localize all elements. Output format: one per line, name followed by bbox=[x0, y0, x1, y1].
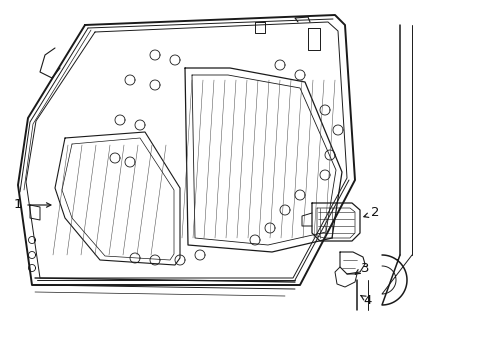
Text: 2: 2 bbox=[363, 207, 379, 220]
Text: 4: 4 bbox=[360, 293, 371, 306]
Text: 1: 1 bbox=[14, 198, 51, 211]
Text: 3: 3 bbox=[355, 261, 368, 274]
